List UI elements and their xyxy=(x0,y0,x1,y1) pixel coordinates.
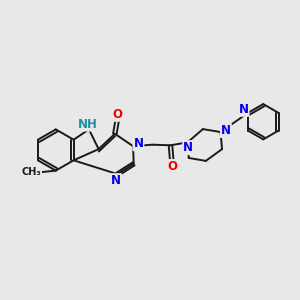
Text: N: N xyxy=(111,174,121,187)
Text: CH₃: CH₃ xyxy=(22,167,41,177)
Text: O: O xyxy=(113,108,123,121)
Text: N: N xyxy=(238,103,248,116)
Text: N: N xyxy=(134,137,143,150)
Text: N: N xyxy=(183,141,193,154)
Text: O: O xyxy=(167,160,177,173)
Text: N: N xyxy=(221,124,231,137)
Text: NH: NH xyxy=(77,118,98,130)
